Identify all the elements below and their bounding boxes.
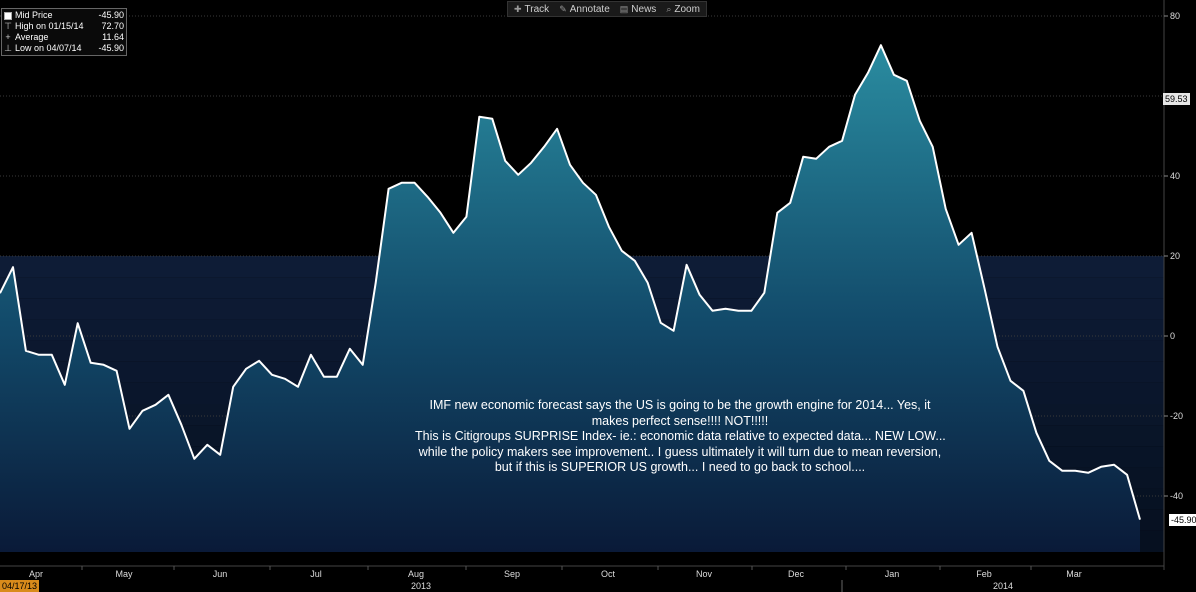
news-icon: ▤ xyxy=(619,3,629,14)
y-tick-label: 20 xyxy=(1170,251,1180,261)
annotation-line: but if this is SUPERIOR US growth... I n… xyxy=(494,460,866,474)
annotation-line: This is Citigroups SURPRISE Index- ie.: … xyxy=(415,429,946,443)
legend-label: Mid Price xyxy=(15,10,53,20)
news-button[interactable]: ▤ News xyxy=(620,4,657,15)
legend-value: 72.70 xyxy=(101,21,124,31)
chart-toolbar: ✚ Track ✎ Annotate ▤ News ⌕ Zoom xyxy=(507,1,707,17)
chart-annotation[interactable]: IMF new economic forecast says the US is… xyxy=(415,398,946,476)
x-year-label: 2013 xyxy=(411,581,431,591)
legend-label: Average xyxy=(15,32,49,42)
legend-value: 11.64 xyxy=(102,32,124,42)
x-month-label: Feb xyxy=(976,569,992,579)
x-month-label: Jan xyxy=(885,569,900,579)
x-month-label: Nov xyxy=(696,569,713,579)
x-month-label: Aug xyxy=(408,569,424,579)
x-year-label: 2014 xyxy=(993,581,1013,591)
y-axis: 80 40 20 0 -20 -40 xyxy=(1164,11,1183,501)
crosshair-icon: ✚ xyxy=(514,3,522,14)
x-month-label: Dec xyxy=(788,569,805,579)
x-month-label: May xyxy=(115,569,133,579)
legend-label: High on 01/15/14 xyxy=(15,21,84,31)
legend-value: -45.90 xyxy=(98,43,124,53)
legend-row-mid-price[interactable]: Mid Price -45.90 xyxy=(4,10,124,21)
annotation-line: makes perfect sense!!!! NOT!!!!! xyxy=(591,413,769,428)
series-area-fill xyxy=(0,45,1140,552)
x-month-label: Apr xyxy=(29,569,43,579)
x-month-label: Sep xyxy=(504,569,520,579)
x-month-label: Mar xyxy=(1066,569,1082,579)
zoom-button[interactable]: ⌕ Zoom xyxy=(666,4,700,15)
low-marker-icon: ⊥ xyxy=(4,43,12,53)
start-date-tag: 04/17/13 xyxy=(0,580,40,592)
legend-value: -45.90 xyxy=(98,10,124,20)
legend-box: Mid Price -45.90 ⊤ High on 01/15/14 72.70… xyxy=(1,8,127,56)
legend-row-low: ⊥ Low on 04/07/14 -45.90 xyxy=(4,43,124,54)
zoom-label: Zoom xyxy=(674,3,700,15)
x-month-label: Oct xyxy=(601,569,616,579)
legend-row-average: + Average 11.64 xyxy=(4,32,124,43)
x-month-label: Jun xyxy=(213,569,228,579)
y-tick-label: 40 xyxy=(1170,171,1180,181)
annotation-line: IMF new economic forecast says the US is… xyxy=(429,398,931,412)
x-axis: Apr May Jun Jul Aug Sep Oct Nov Dec Jan Feb Mar 2013… xyxy=(29,566,1082,592)
news-label: News xyxy=(631,3,657,15)
annotate-label: Annotate xyxy=(569,3,610,15)
track-label: Track xyxy=(524,3,550,15)
pencil-icon: ✎ xyxy=(559,3,567,14)
y-tick-label: -40 xyxy=(1170,491,1183,501)
annotation-line: while the policy makers see improvement.… xyxy=(418,444,942,459)
last-price-tag: -45.90 xyxy=(1169,514,1196,526)
series-swatch-icon xyxy=(4,11,12,20)
magnifier-icon: ⌕ xyxy=(666,3,672,14)
high-price-tag: 59.53 xyxy=(1163,93,1190,105)
legend-label: Low on 04/07/14 xyxy=(15,43,82,53)
high-marker-icon: ⊤ xyxy=(4,21,12,31)
x-month-label: Jul xyxy=(310,569,322,579)
average-marker-icon: + xyxy=(5,32,11,42)
legend-row-high: ⊤ High on 01/15/14 72.70 xyxy=(4,21,124,32)
track-button[interactable]: ✚ Track xyxy=(514,4,549,15)
series-line xyxy=(0,44,1141,520)
y-tick-label: -20 xyxy=(1170,411,1183,421)
annotate-button[interactable]: ✎ Annotate xyxy=(559,4,610,15)
series-area xyxy=(0,44,1141,552)
y-tick-label: 0 xyxy=(1170,331,1175,341)
y-tick-label: 80 xyxy=(1170,11,1180,21)
